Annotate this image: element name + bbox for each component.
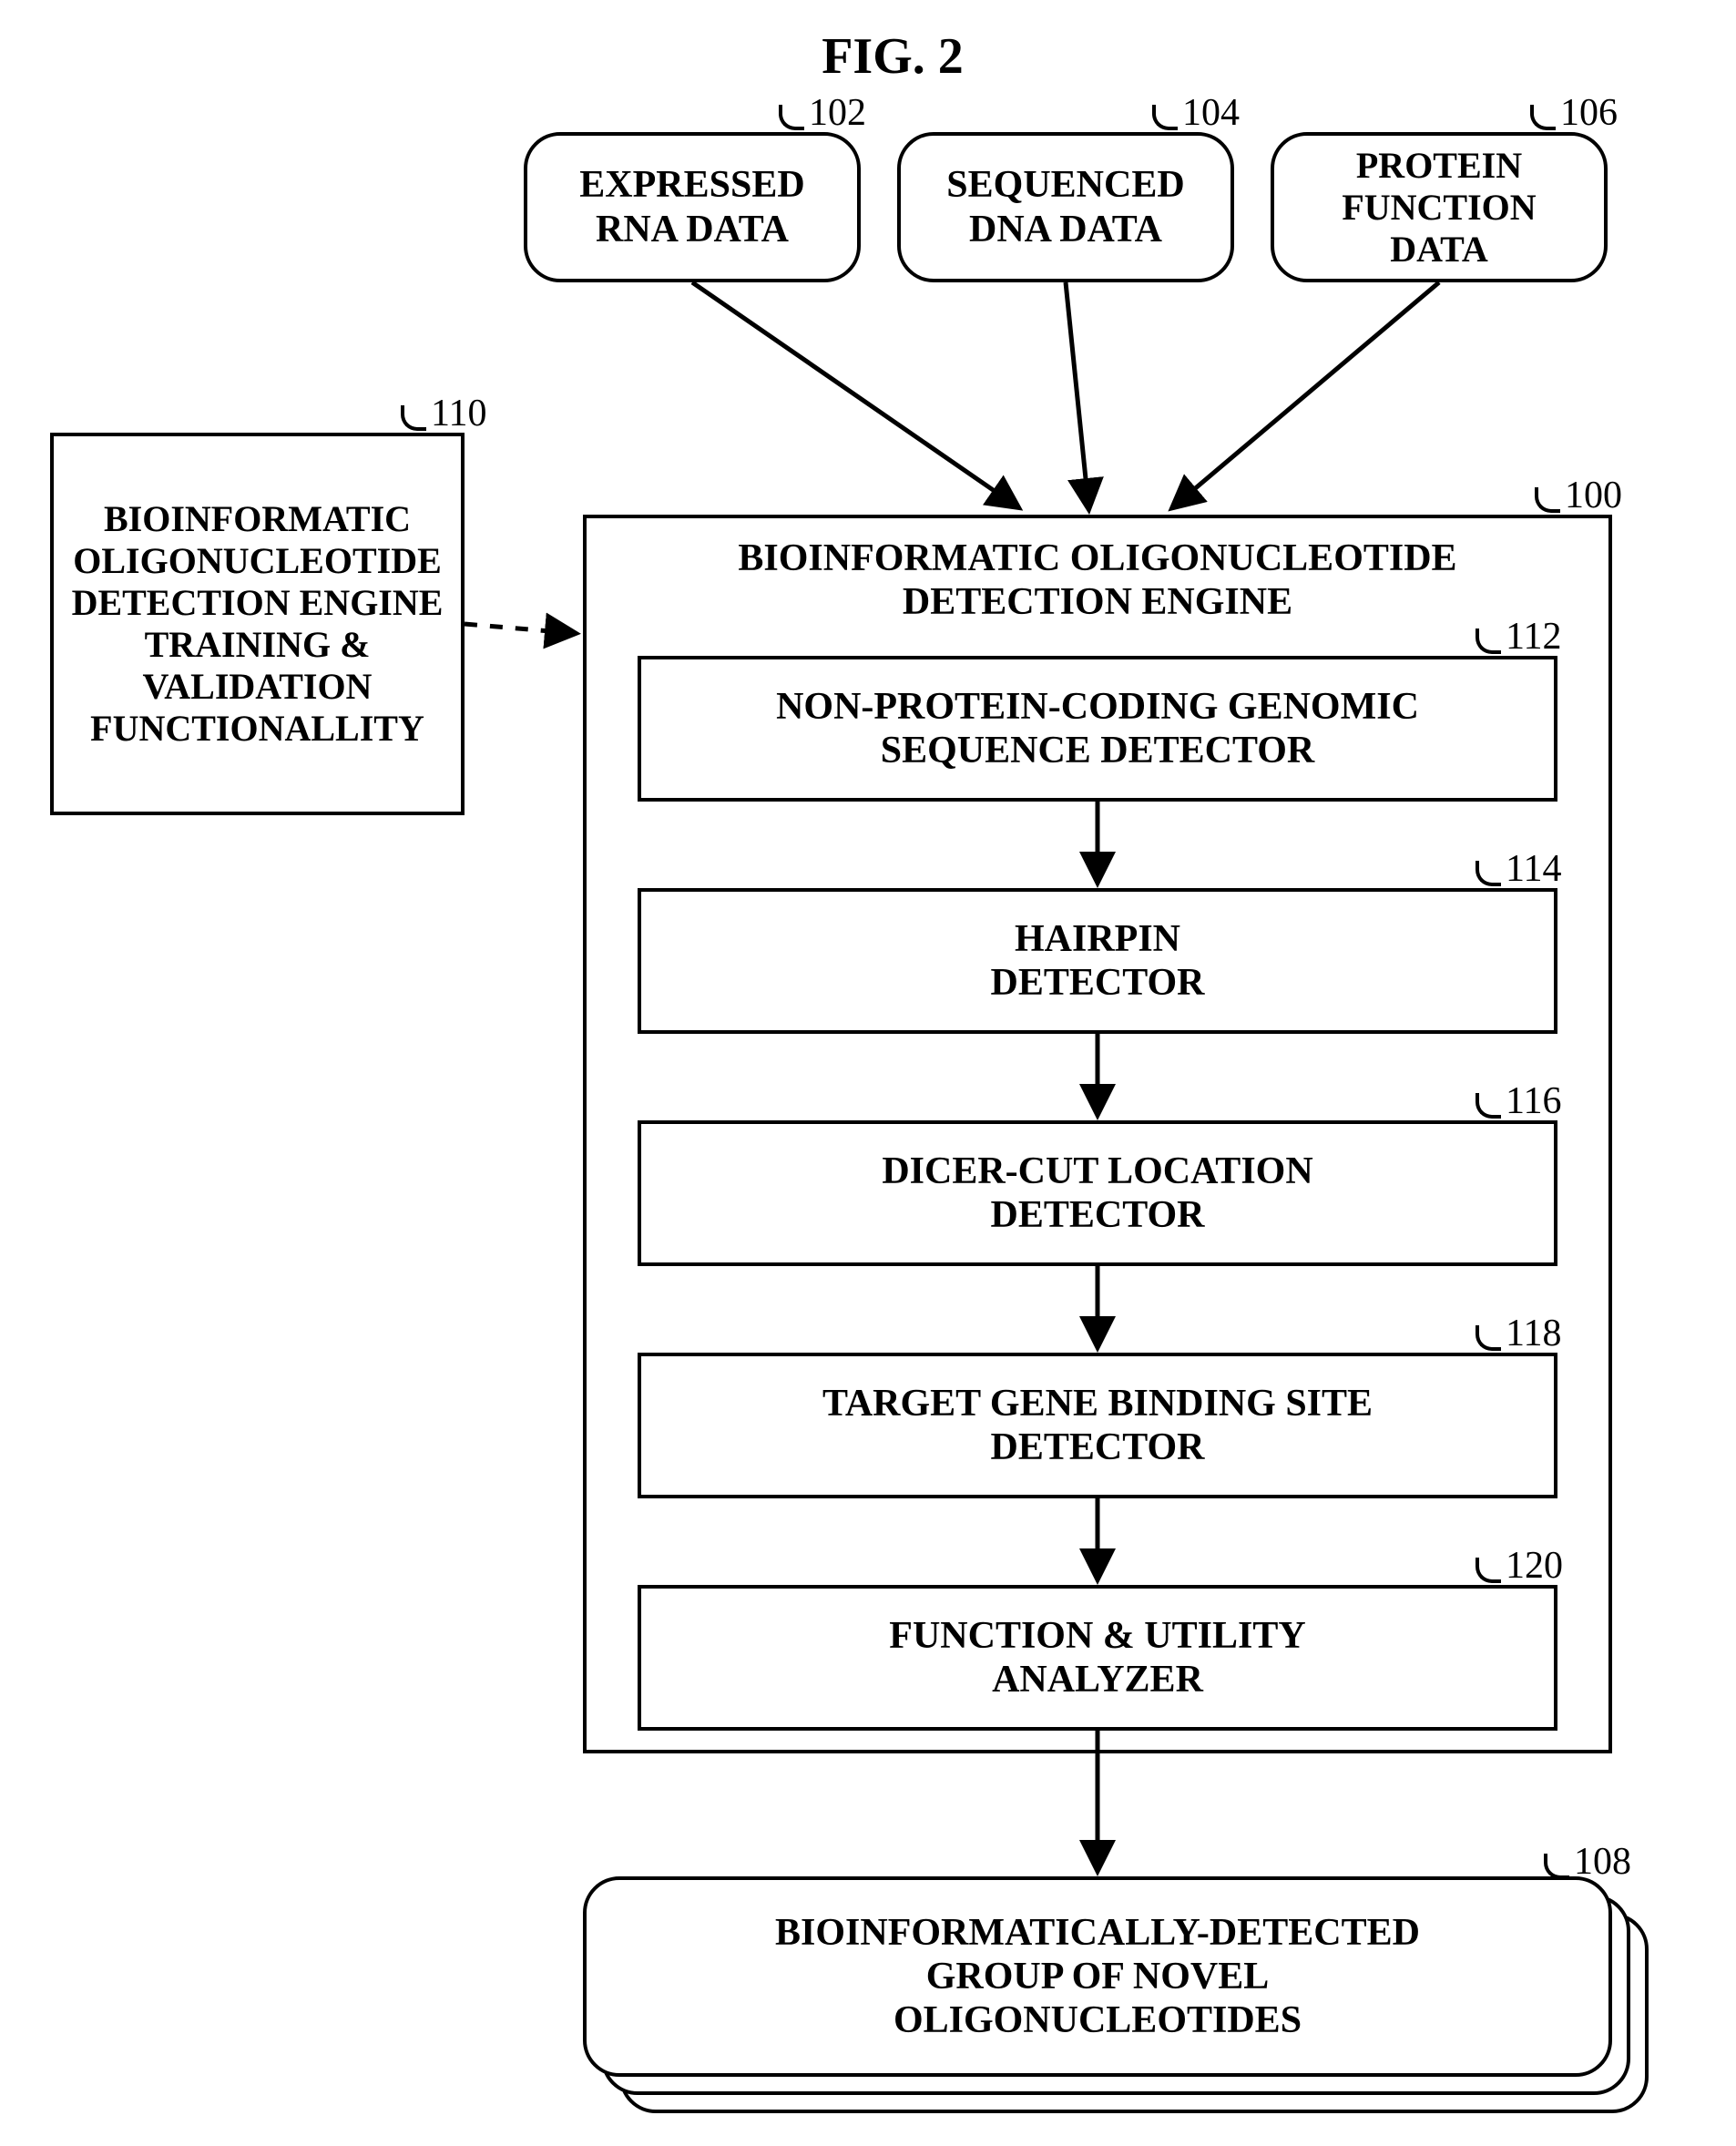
ref-tick-100 bbox=[1535, 487, 1560, 513]
figure-title: FIG. 2 bbox=[774, 27, 1011, 86]
ref-tick-106 bbox=[1530, 105, 1556, 130]
ref-label-104: 104 bbox=[1182, 91, 1240, 135]
node-training-validation: BIOINFORMATIC OLIGONUCLEOTIDE DETECTION … bbox=[50, 433, 465, 815]
ref-label-106: 106 bbox=[1560, 91, 1618, 135]
node-112-line2: SEQUENCE DETECTOR bbox=[776, 729, 1419, 772]
node-110-line1: BIOINFORMATIC bbox=[72, 498, 444, 540]
node-sequenced-dna: SEQUENCED DNA DATA bbox=[897, 132, 1234, 282]
node-110-line2: OLIGONUCLEOTIDE bbox=[72, 540, 444, 582]
node-protein-function: PROTEIN FUNCTION DATA bbox=[1271, 132, 1608, 282]
ref-label-110: 110 bbox=[431, 392, 486, 435]
ref-label-116: 116 bbox=[1506, 1079, 1561, 1123]
ref-label-100: 100 bbox=[1565, 474, 1622, 517]
node-108-line2: GROUP OF NOVEL bbox=[775, 1955, 1420, 1998]
edge-106-100 bbox=[1175, 282, 1439, 506]
node-function-utility-analyzer: FUNCTION & UTILITY ANALYZER bbox=[638, 1585, 1557, 1731]
ref-label-108: 108 bbox=[1574, 1840, 1631, 1884]
node-dicer-cut-detector: DICER-CUT LOCATION DETECTOR bbox=[638, 1120, 1557, 1266]
node-100-title1: BIOINFORMATIC OLIGONUCLEOTIDE bbox=[738, 536, 1456, 580]
node-106-line1: PROTEIN bbox=[1291, 145, 1588, 187]
node-110-line6: FUNCTIONALLITY bbox=[72, 708, 444, 750]
edge-104-100 bbox=[1066, 282, 1088, 506]
node-102-line1: EXPRESSED bbox=[579, 163, 804, 207]
edge-110-100 bbox=[465, 624, 572, 633]
node-output-oligonucleotides: BIOINFORMATICALLY-DETECTED GROUP OF NOVE… bbox=[583, 1876, 1612, 2077]
ref-label-114: 114 bbox=[1506, 847, 1561, 891]
node-114-line2: DETECTOR bbox=[991, 961, 1205, 1005]
node-108-line3: OLIGONUCLEOTIDES bbox=[775, 1998, 1420, 2042]
node-120-line2: ANALYZER bbox=[889, 1658, 1305, 1701]
edge-102-100 bbox=[692, 282, 1016, 506]
node-106-line2: FUNCTION DATA bbox=[1291, 187, 1588, 271]
node-hairpin-detector: HAIRPIN DETECTOR bbox=[638, 888, 1557, 1034]
ref-label-120: 120 bbox=[1506, 1544, 1563, 1588]
node-110-line5: VALIDATION bbox=[72, 666, 444, 708]
ref-label-102: 102 bbox=[809, 91, 866, 135]
ref-tick-110 bbox=[401, 405, 426, 431]
ref-label-112: 112 bbox=[1506, 615, 1561, 659]
node-118-line1: TARGET GENE BINDING SITE bbox=[822, 1382, 1373, 1426]
node-110-line3: DETECTION ENGINE bbox=[72, 582, 444, 624]
node-108-line1: BIOINFORMATICALLY-DETECTED bbox=[775, 1911, 1420, 1955]
node-nonprotein-detector: NON-PROTEIN-CODING GENOMIC SEQUENCE DETE… bbox=[638, 656, 1557, 802]
node-102-line2: RNA DATA bbox=[579, 208, 804, 251]
ref-tick-108 bbox=[1544, 1854, 1569, 1879]
node-118-line2: DETECTOR bbox=[822, 1426, 1373, 1469]
node-114-line1: HAIRPIN bbox=[991, 917, 1205, 961]
node-expressed-rna: EXPRESSED RNA DATA bbox=[524, 132, 861, 282]
node-104-line2: DNA DATA bbox=[946, 208, 1184, 251]
ref-tick-104 bbox=[1152, 105, 1178, 130]
node-100-title2: DETECTION ENGINE bbox=[738, 580, 1456, 624]
ref-tick-102 bbox=[779, 105, 804, 130]
node-116-line2: DETECTOR bbox=[882, 1193, 1312, 1237]
node-110-line4: TRAINING & bbox=[72, 624, 444, 666]
node-116-line1: DICER-CUT LOCATION bbox=[882, 1150, 1312, 1193]
node-target-gene-detector: TARGET GENE BINDING SITE DETECTOR bbox=[638, 1353, 1557, 1498]
node-104-line1: SEQUENCED bbox=[946, 163, 1184, 207]
node-120-line1: FUNCTION & UTILITY bbox=[889, 1614, 1305, 1658]
ref-label-118: 118 bbox=[1506, 1312, 1561, 1355]
node-112-line1: NON-PROTEIN-CODING GENOMIC bbox=[776, 685, 1419, 729]
